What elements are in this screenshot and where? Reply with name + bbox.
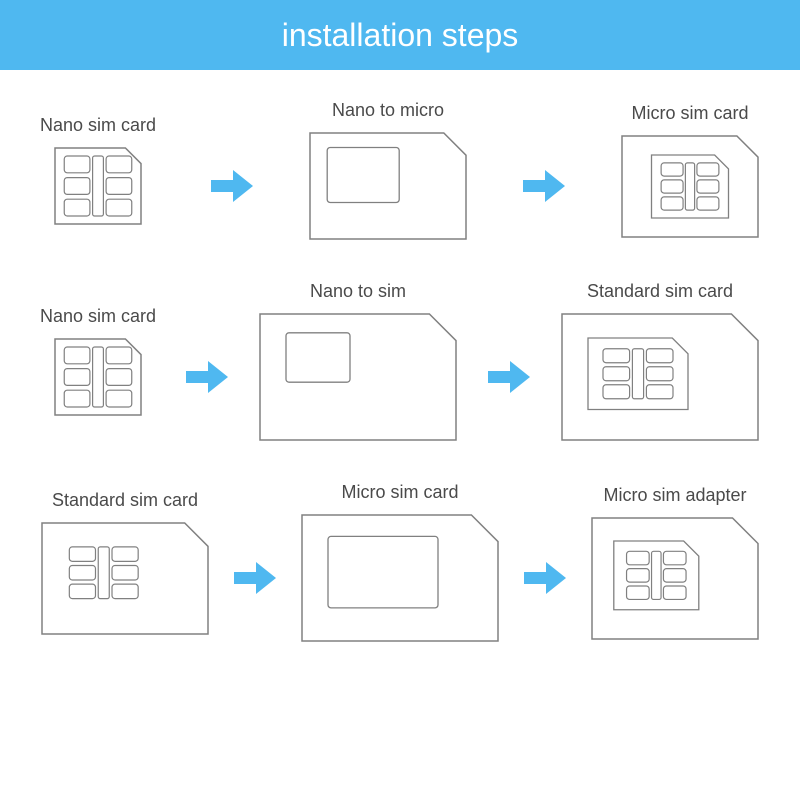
cell-label: Nano sim card <box>40 115 156 136</box>
sim-card-icon <box>308 131 468 241</box>
diagram-cell: Micro sim card <box>300 482 500 643</box>
sim-card-icon <box>258 312 458 442</box>
cell-label: Micro sim card <box>341 482 458 503</box>
diagram-cell: Nano sim card <box>40 115 156 226</box>
diagram-row: Nano sim card Nano to sim Standard sim c… <box>40 281 760 442</box>
sim-card-icon <box>560 312 760 442</box>
sim-card-icon <box>590 516 760 641</box>
cell-label: Standard sim card <box>52 490 198 511</box>
arrow-icon <box>232 558 278 598</box>
diagram-cell: Micro sim adapter <box>590 485 760 641</box>
cell-label: Nano sim card <box>40 306 156 327</box>
cell-label: Standard sim card <box>587 281 733 302</box>
diagram-cell: Standard sim card <box>40 490 210 636</box>
sim-card-icon <box>40 521 210 636</box>
diagram-cell: Nano to sim <box>258 281 458 442</box>
cell-label: Nano to sim <box>310 281 406 302</box>
sim-card-icon <box>620 134 760 239</box>
header-title: installation steps <box>282 17 519 54</box>
header-bar: installation steps <box>0 0 800 70</box>
diagram-cell: Nano to micro <box>308 100 468 241</box>
cell-label: Micro sim adapter <box>603 485 746 506</box>
cell-label: Micro sim card <box>631 103 748 124</box>
arrow-icon <box>184 357 230 397</box>
diagram-row: Nano sim card Nano to micro Micro sim ca… <box>40 100 760 241</box>
diagram-cell: Micro sim card <box>620 103 760 239</box>
sim-card-icon <box>53 337 143 417</box>
arrow-icon <box>209 166 255 206</box>
diagram-cell: Nano sim card <box>40 306 156 417</box>
arrow-icon <box>522 558 568 598</box>
sim-card-icon <box>53 146 143 226</box>
diagram-cell: Standard sim card <box>560 281 760 442</box>
diagram-row: Standard sim card Micro sim card Micro s… <box>40 482 760 643</box>
arrow-icon <box>521 166 567 206</box>
cell-label: Nano to micro <box>332 100 444 121</box>
sim-card-icon <box>300 513 500 643</box>
diagram-content: Nano sim card Nano to micro Micro sim ca… <box>0 70 800 713</box>
arrow-icon <box>486 357 532 397</box>
